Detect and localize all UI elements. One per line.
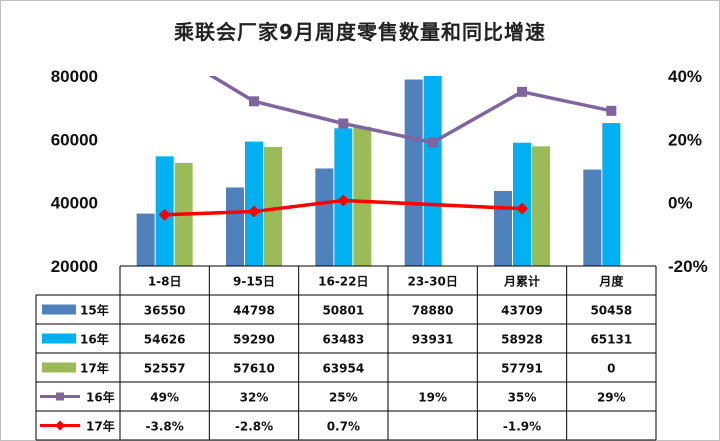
data-label: -2.8% bbox=[235, 420, 273, 434]
data-label: 19% bbox=[418, 391, 447, 405]
bar bbox=[264, 146, 282, 266]
data-label: 36550 bbox=[144, 304, 186, 318]
data-label: 57610 bbox=[233, 362, 275, 376]
line-marker bbox=[517, 86, 527, 97]
series-line bbox=[208, 76, 612, 145]
legend-label: 15年 bbox=[80, 303, 109, 318]
data-label: 0.7% bbox=[327, 420, 360, 434]
bar bbox=[353, 126, 372, 266]
data-label: 58928 bbox=[501, 333, 543, 347]
data-label: 93931 bbox=[412, 333, 454, 347]
chart-title: 乘联会厂家9月周度零售数量和同比增速 bbox=[174, 20, 546, 44]
left-axis: 80000 60000 40000 20000 bbox=[51, 67, 98, 276]
data-label: -1.9% bbox=[503, 420, 541, 434]
data-label: 50458 bbox=[590, 304, 632, 318]
legend-label: 17年 bbox=[80, 361, 109, 376]
line-marker bbox=[160, 43, 170, 53]
right-axis-tick: 0% bbox=[668, 194, 693, 213]
bar bbox=[423, 76, 442, 266]
data-label: 25% bbox=[329, 391, 358, 405]
category-label: 月累计 bbox=[503, 274, 540, 289]
series-line bbox=[164, 198, 523, 217]
data-table: 1-8日 9-15日 16-22日 23-30日 月累计 月度 15年 36550 44798 5… bbox=[35, 265, 657, 441]
left-axis-tick: 20000 bbox=[51, 257, 98, 276]
legend-marker bbox=[56, 392, 64, 401]
data-label: 63954 bbox=[322, 362, 364, 376]
right-axis: 40% 20% 0% -20% bbox=[668, 67, 708, 276]
data-label: 52557 bbox=[144, 362, 186, 376]
right-axis-tick: -20% bbox=[668, 257, 708, 276]
bar bbox=[226, 187, 244, 266]
bar bbox=[136, 213, 155, 266]
bar-layer bbox=[136, 76, 621, 266]
data-label: 29% bbox=[597, 391, 626, 405]
category-label: 1-8日 bbox=[148, 275, 182, 289]
line-marker bbox=[337, 194, 350, 207]
left-axis-tick: 40000 bbox=[51, 194, 98, 213]
legend-label: 16年 bbox=[80, 332, 109, 347]
line-marker bbox=[606, 105, 617, 116]
bar bbox=[404, 79, 423, 266]
line-marker bbox=[158, 208, 171, 221]
data-label: 63483 bbox=[322, 333, 364, 347]
category-label: 月度 bbox=[598, 274, 624, 289]
data-label: 78880 bbox=[412, 304, 454, 318]
legend-swatch bbox=[42, 304, 76, 315]
legend-marker bbox=[55, 420, 65, 431]
data-label: 0 bbox=[607, 362, 615, 376]
right-axis-tick: 20% bbox=[668, 130, 702, 149]
legend-label: 17年 bbox=[86, 419, 115, 434]
line-marker bbox=[249, 96, 259, 107]
data-label: 57791 bbox=[501, 362, 543, 376]
left-axis-tick: 60000 bbox=[51, 130, 98, 149]
left-axis-tick: 80000 bbox=[51, 67, 98, 86]
category-label: 23-30日 bbox=[407, 275, 457, 289]
bar bbox=[602, 123, 621, 266]
data-label: 35% bbox=[508, 391, 537, 405]
right-axis-tick: 40% bbox=[668, 67, 702, 86]
category-label: 9-15日 bbox=[233, 275, 275, 289]
data-label: 43709 bbox=[501, 304, 543, 318]
legend-swatch bbox=[42, 333, 76, 344]
bar bbox=[583, 169, 602, 266]
line-layer bbox=[158, 43, 617, 221]
data-label: 59290 bbox=[233, 333, 275, 347]
data-label: 54626 bbox=[144, 333, 186, 347]
data-label: 49% bbox=[150, 391, 179, 405]
line-marker bbox=[338, 118, 349, 129]
data-label: 50801 bbox=[322, 304, 364, 318]
bar bbox=[245, 141, 263, 266]
legend-label: 16年 bbox=[86, 390, 115, 405]
line-marker bbox=[516, 202, 528, 215]
data-label: 65131 bbox=[590, 333, 632, 347]
bar bbox=[532, 146, 550, 266]
data-label: 32% bbox=[240, 391, 269, 405]
line-marker bbox=[248, 205, 260, 218]
bar bbox=[315, 168, 334, 266]
bar bbox=[494, 190, 512, 266]
data-label: 44798 bbox=[233, 304, 275, 318]
data-label: -3.8% bbox=[146, 420, 184, 434]
line-marker bbox=[427, 137, 438, 148]
category-label: 16-22日 bbox=[318, 275, 368, 289]
legend-swatch bbox=[42, 362, 76, 373]
